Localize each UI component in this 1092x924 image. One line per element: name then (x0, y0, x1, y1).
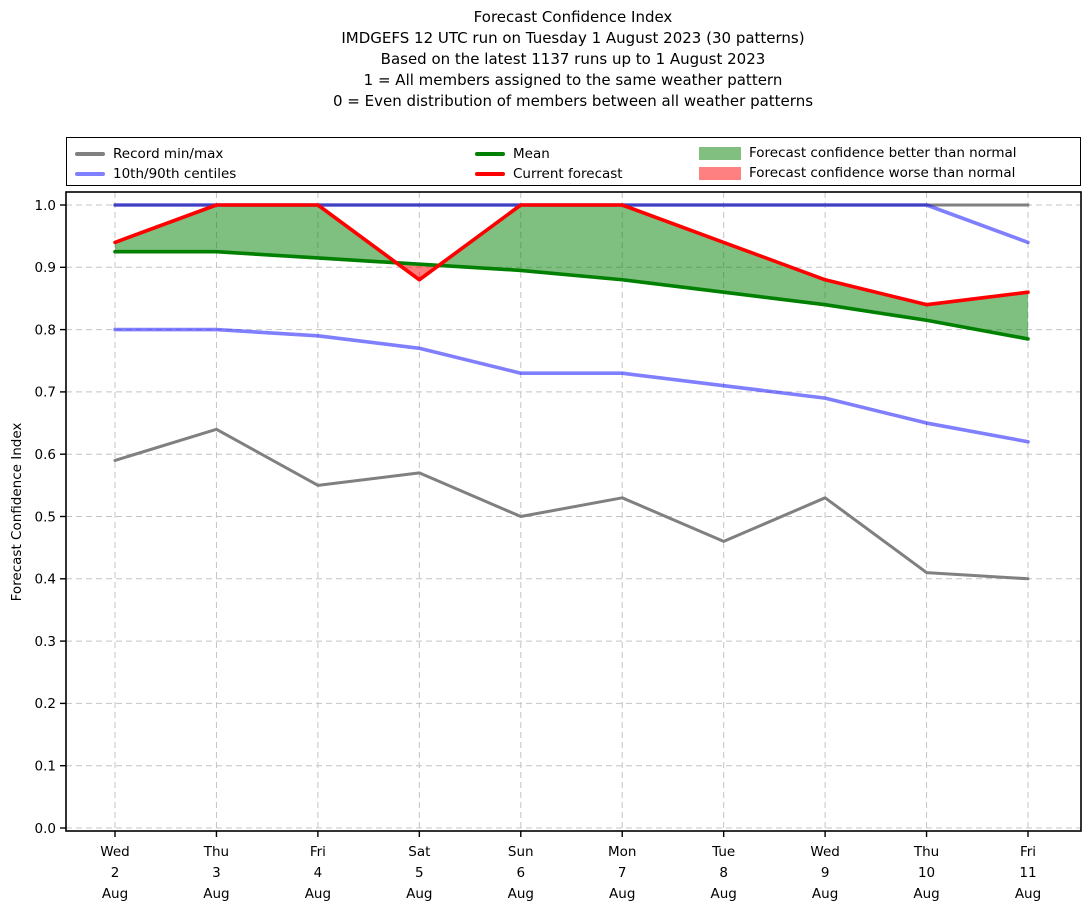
chart-title-line-3: Based on the latest 1137 runs up to 1 Au… (380, 50, 766, 68)
x-tick-label: Sat 5 Aug (406, 844, 432, 902)
current-forecast-line-swatch (475, 172, 505, 176)
confidence-better-patch-swatch (699, 146, 741, 160)
centiles-line-swatch (75, 172, 105, 176)
y-tick-label: 0.6 (35, 447, 56, 463)
legend-label-confidence-worse: Forecast confidence worse than normal (749, 165, 1016, 181)
x-tick-label: Sun 6 Aug (508, 844, 534, 902)
x-tick-label: Thu 3 Aug (203, 844, 230, 902)
y-tick-label: 0.5 (35, 509, 56, 525)
series-line-current-forecast (113, 203, 1030, 307)
y-tick-label: 1.0 (35, 198, 56, 214)
axis-spine (65, 191, 1082, 832)
x-tick-label: Wed 2 Aug (100, 844, 129, 902)
legend-item-confidence-better: Forecast confidence better than normal (699, 144, 1017, 162)
x-tick-label: Tue 8 Aug (710, 844, 736, 902)
chart-title-line-1: Forecast Confidence Index (473, 8, 673, 26)
y-tick-label: 0.7 (35, 385, 56, 401)
x-tick-label: Thu 10 Aug (913, 844, 940, 902)
y-axis-label: Forecast Confidence Index (9, 422, 25, 602)
x-tick-label: Mon 7 Aug (608, 844, 636, 902)
y-tick-label: 0.9 (35, 260, 56, 276)
series-line-10th-centile (113, 327, 1030, 444)
chart-title-block: Forecast Confidence Index IMDGEFS 12 UTC… (54, 7, 1092, 112)
fill-regions (115, 205, 1029, 339)
y-tick-label: 0.8 (35, 322, 56, 338)
plot-svg: 0.0 0.1 0.2 0.3 0.4 0.5 0.6 0.7 0.8 0.9 1.0 Wed 2 Aug… (35, 191, 1082, 902)
legend-label-confidence-better: Forecast confidence better than normal (749, 145, 1017, 161)
grid-lines (66, 192, 1081, 831)
fill-worse-than-normal (396, 262, 439, 280)
series-lines (113, 203, 1030, 581)
chart-title-line-4: 1 = All members assigned to the same wea… (363, 71, 783, 89)
x-tick-label: Fri 11 Aug (1015, 844, 1041, 902)
y-tick-label: 0.3 (35, 634, 56, 650)
y-tick-label: 0.1 (35, 759, 56, 775)
legend-label-mean: Mean (513, 146, 550, 162)
x-tick-label: Fri 4 Aug (305, 844, 331, 902)
legend-label-record-minmax: Record min/max (113, 146, 224, 162)
fill-better-than-normal (115, 205, 397, 263)
confidence-worse-patch-swatch (699, 166, 741, 180)
legend-item-record-minmax: Record min/max (75, 145, 223, 163)
legend: Record min/max 10th/90th centiles Mean C… (66, 137, 1081, 186)
record-minmax-line-swatch (75, 152, 105, 156)
y-tick-label: 0.0 (35, 821, 56, 837)
y-tick-label: 0.2 (35, 696, 56, 712)
legend-item-current-forecast: Current forecast (475, 165, 623, 183)
legend-label-current-forecast: Current forecast (513, 166, 623, 182)
y-tick-label: 0.4 (35, 572, 56, 588)
axis-ticks (60, 204, 1029, 837)
y-tick-labels: 0.0 0.1 0.2 0.3 0.4 0.5 0.6 0.7 0.8 0.9 1.0 (35, 198, 56, 837)
chart-title-line-2: IMDGEFS 12 UTC run on Tuesday 1 August 2… (341, 29, 805, 47)
chart-title-line-5: 0 = Even distribution of members between… (332, 92, 814, 110)
x-tick-labels: Wed 2 Aug Thu 3 Aug Fri 4 Aug Sat 5 Aug Sun 6 Aug Mon 7 A… (100, 844, 1041, 902)
legend-item-confidence-worse: Forecast confidence worse than normal (699, 164, 1015, 182)
series-line-mean (113, 249, 1030, 341)
fill-better-than-normal (438, 205, 1029, 339)
legend-item-centiles: 10th/90th centiles (75, 165, 236, 183)
mean-line-swatch (475, 152, 505, 156)
x-tick-label: Wed 9 Aug (810, 844, 839, 902)
legend-label-centiles: 10th/90th centiles (113, 166, 237, 182)
series-line-record-min (113, 427, 1030, 581)
legend-item-mean: Mean (475, 145, 550, 163)
